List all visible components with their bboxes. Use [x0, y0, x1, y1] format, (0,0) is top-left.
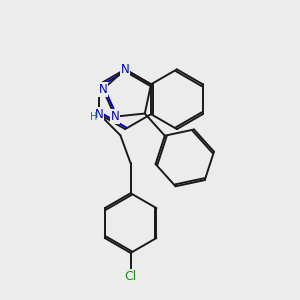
Text: N: N	[95, 108, 104, 121]
Text: N: N	[99, 83, 107, 96]
Text: N: N	[111, 110, 119, 123]
Text: N: N	[95, 108, 104, 121]
Text: Cl: Cl	[124, 270, 137, 283]
Text: H: H	[89, 112, 97, 122]
Text: N: N	[121, 63, 130, 76]
